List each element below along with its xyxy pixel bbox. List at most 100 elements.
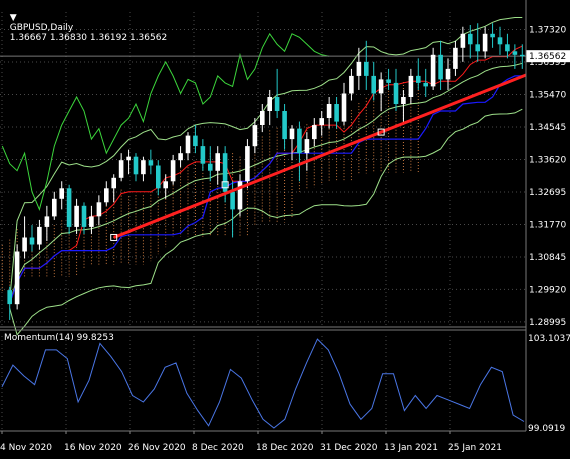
- candle-body: [193, 135, 198, 147]
- candle-body: [260, 111, 265, 125]
- x-tick-label: 8 Dec 2020: [192, 443, 244, 453]
- candle: [74, 198, 79, 234]
- candle: [44, 205, 50, 241]
- candle-body: [245, 146, 250, 182]
- y-tick-label: 1.36395: [529, 58, 566, 68]
- x-tick-label: 13 Jan 2021: [384, 443, 438, 453]
- candle: [304, 132, 310, 171]
- kijun-sen: [9, 75, 523, 304]
- candle: [438, 40, 443, 90]
- y-tick-label: 1.34545: [529, 123, 566, 133]
- candle: [200, 139, 206, 171]
- candle: [193, 125, 198, 154]
- trendline-anchor: [377, 128, 385, 136]
- candle-body: [126, 156, 131, 161]
- candle-body: [237, 181, 243, 210]
- candle-body: [22, 237, 27, 252]
- candle-body: [52, 198, 57, 217]
- last-price-badge: [526, 50, 570, 63]
- candle: [141, 156, 146, 182]
- candle: [118, 153, 124, 182]
- candle-body: [59, 188, 64, 199]
- frame: [0, 0, 527, 432]
- momentum-min-label: 99.0919: [528, 424, 565, 434]
- candle-body: [453, 47, 458, 69]
- candle: [260, 104, 265, 133]
- candle: [482, 26, 488, 59]
- bollinger-middle: [9, 62, 523, 305]
- candle: [326, 96, 332, 129]
- candle: [156, 160, 161, 196]
- candle-body: [497, 37, 503, 45]
- chikou-span: [1, 32, 330, 211]
- candle-body: [44, 216, 50, 227]
- candle: [22, 216, 27, 259]
- candle-body: [230, 191, 235, 210]
- candle-body: [520, 54, 525, 57]
- trendline-anchor: [110, 233, 118, 241]
- candle: [423, 68, 428, 97]
- candle-body: [490, 33, 495, 38]
- candle: [364, 40, 369, 90]
- candle-body: [118, 160, 124, 178]
- candle-body: [289, 128, 295, 140]
- candle: [14, 244, 20, 310]
- candle: [29, 225, 35, 252]
- y-tick-label: 1.35470: [529, 91, 566, 101]
- x-tick-label: 18 Dec 2020: [256, 443, 314, 453]
- candle: [96, 195, 102, 226]
- candle-body: [111, 177, 116, 189]
- candle-body: [29, 237, 35, 245]
- candle: [111, 174, 116, 203]
- candle-body: [81, 205, 87, 227]
- candle-body: [185, 135, 191, 154]
- candle: [445, 58, 451, 90]
- candle: [148, 149, 154, 175]
- candle-body: [349, 75, 354, 94]
- candle: [430, 47, 436, 90]
- chart-header: ▼ GBPUSD,Daily 1.36667 1.36830 1.36192 1…: [4, 3, 167, 43]
- y-tick-label: 1.32695: [529, 188, 566, 198]
- ichimoku-cloud: [1, 75, 419, 293]
- trendline[interactable]: [110, 73, 527, 241]
- candle: [170, 154, 176, 185]
- momentum-polyline: [1, 338, 525, 429]
- candle-body: [74, 205, 79, 227]
- candle: [460, 26, 466, 62]
- candle-body: [133, 156, 139, 175]
- candle: [349, 68, 354, 101]
- candle: [52, 191, 57, 220]
- trendline-anchor: [221, 181, 229, 189]
- candle: [163, 174, 168, 199]
- candle: [7, 286, 12, 320]
- candle: [356, 47, 362, 90]
- candles: [7, 23, 525, 320]
- candle-body: [215, 153, 220, 171]
- candle: [66, 184, 72, 234]
- x-tick-label: 31 Dec 2020: [320, 443, 378, 453]
- indicator-lines: [0, 17, 526, 336]
- candle-body: [438, 54, 443, 80]
- y-tick-label: 1.33620: [529, 155, 566, 165]
- candle-body: [401, 97, 406, 104]
- candle: [267, 89, 272, 126]
- candle: [297, 121, 302, 182]
- candle-body: [319, 118, 324, 126]
- candle-body: [37, 226, 42, 245]
- y-tick-label: 1.37320: [529, 26, 566, 36]
- symbol-label: GBPUSD,Daily: [9, 23, 74, 33]
- candle-body: [430, 54, 436, 87]
- x-tick-label: 26 Nov 2020: [128, 443, 186, 453]
- candle-body: [416, 75, 421, 83]
- candle-body: [334, 104, 339, 122]
- candle-body: [475, 44, 480, 52]
- price-pane[interactable]: 1.37320 1.36395 1.35470 1.34545 1.33620 1.326…: [0, 12, 570, 336]
- momentum-pane[interactable]: 103.1037 99.0919: [1, 334, 570, 434]
- tenkan-sen: [9, 45, 523, 304]
- candle: [81, 202, 87, 234]
- candle: [319, 111, 324, 136]
- y-tick-label: 1.31770: [529, 220, 566, 230]
- candle-body: [393, 82, 399, 104]
- candle-body: [423, 82, 428, 87]
